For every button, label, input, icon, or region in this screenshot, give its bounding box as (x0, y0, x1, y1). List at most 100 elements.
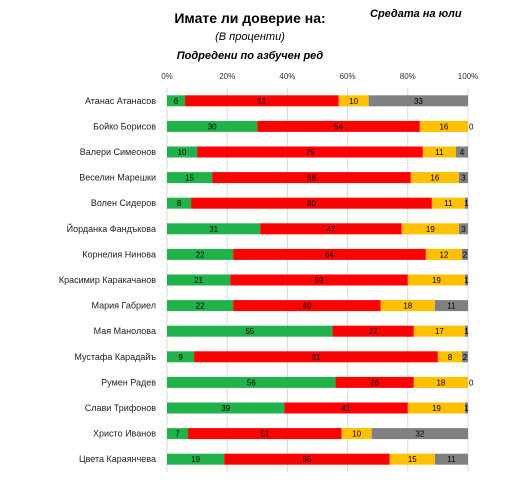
bar-segment (338, 95, 369, 107)
bar-segment (332, 325, 414, 337)
bar-segment (458, 223, 468, 235)
data-label: 11 (435, 148, 444, 157)
bar-segment (233, 248, 426, 260)
data-label: 7 (175, 430, 180, 439)
bar-segment (194, 351, 438, 363)
category-label: Волен Сидеров (91, 198, 156, 208)
bar-segment (410, 172, 459, 184)
bar-segment (407, 402, 465, 414)
category-label: Веселин Марешки (79, 173, 156, 183)
data-label: 1 (464, 404, 469, 413)
chart-title: Имате ли доверие на: (174, 10, 326, 26)
data-label: 22 (196, 250, 205, 259)
bar-segment (389, 453, 435, 465)
data-label: 15 (185, 174, 194, 183)
date-note: Средата на юли (370, 8, 462, 20)
data-label: 8 (177, 199, 182, 208)
category-label: Румен Радев (101, 377, 156, 387)
bar-segment (461, 248, 468, 260)
data-label: 4 (460, 148, 465, 157)
bar-segment (191, 197, 432, 209)
bar-segment (188, 428, 342, 440)
x-tick-label: 40% (279, 72, 295, 81)
data-label: 16 (439, 122, 448, 131)
data-label: 8 (448, 353, 453, 362)
data-label: 6 (174, 97, 179, 106)
data-label: 11 (444, 199, 453, 208)
data-label: 2 (463, 250, 468, 259)
data-label: 51 (257, 97, 266, 106)
data-label: 51 (260, 430, 269, 439)
data-label: 66 (307, 174, 316, 183)
bar-segment (167, 300, 234, 312)
category-label: Мария Габриел (91, 301, 156, 311)
data-label: 0 (469, 378, 474, 387)
category-label: Йорданка Фандъкова (67, 223, 156, 234)
bar-segment (167, 325, 333, 337)
data-label: 27 (369, 327, 378, 336)
bar-segment (167, 197, 192, 209)
bar-segment (167, 351, 195, 363)
data-label: 31 (209, 225, 218, 234)
category-label: Слави Трифонов (85, 403, 156, 413)
x-tick-label: 100% (458, 72, 478, 81)
data-label: 1 (464, 276, 469, 285)
bar-segment (431, 197, 465, 209)
bar-segment (437, 351, 462, 363)
bar-segment (464, 197, 468, 209)
bar-segment (224, 453, 390, 465)
x-tick-label: 0% (161, 72, 173, 81)
data-label: 55 (303, 455, 312, 464)
data-label: 18 (436, 378, 445, 387)
bar-segment (167, 120, 258, 132)
data-label: 19 (191, 455, 200, 464)
data-label: 9 (178, 353, 183, 362)
data-label: 33 (414, 97, 423, 106)
bar-segment (413, 376, 468, 388)
category-label: Красимир Каракачанов (59, 275, 156, 285)
x-tick-label: 80% (400, 72, 416, 81)
bar-segment (419, 120, 468, 132)
category-label: Христо Иванов (93, 429, 156, 439)
category-label: Бойко Борисов (93, 121, 156, 131)
data-label: 1 (464, 199, 469, 208)
data-label: 56 (247, 378, 256, 387)
data-label: 30 (208, 122, 217, 131)
bar-segment (461, 351, 468, 363)
bar-segment (464, 402, 468, 414)
data-label: 11 (447, 302, 456, 311)
bar-segment (167, 146, 198, 158)
data-label: 12 (439, 250, 448, 259)
category-label: Мая Манолова (94, 326, 156, 336)
data-label: 26 (370, 378, 379, 387)
bar-segment (434, 300, 468, 312)
category-label: Валери Симеонов (80, 147, 156, 157)
data-label: 64 (325, 250, 334, 259)
bar-segment (167, 376, 336, 388)
category-label: Мустафа Карадайъ (74, 352, 156, 362)
bar-segment (197, 146, 423, 158)
data-label: 80 (307, 199, 316, 208)
bar-segment (401, 223, 459, 235)
data-label: 1 (464, 327, 469, 336)
bar-segment (458, 172, 468, 184)
data-label: 3 (461, 225, 466, 234)
data-label: 11 (447, 455, 456, 464)
x-tick-label: 60% (340, 72, 356, 81)
data-label: 19 (432, 276, 441, 285)
data-label: 59 (315, 276, 324, 285)
bar-segment (230, 274, 408, 286)
bar-segment (413, 325, 465, 337)
chart-subtitle-sort: Подредени по азбучен ред (176, 50, 324, 62)
data-label: 47 (327, 225, 336, 234)
data-label: 55 (245, 327, 254, 336)
data-label: 17 (435, 327, 444, 336)
category-label: Цвета Караянчева (79, 454, 156, 464)
data-label: 22 (196, 302, 205, 311)
data-label: 39 (221, 404, 230, 413)
bar-segment (434, 453, 468, 465)
bar-segment (260, 223, 402, 235)
data-label: 3 (461, 174, 466, 183)
category-label: Атанас Атанасов (85, 96, 156, 106)
